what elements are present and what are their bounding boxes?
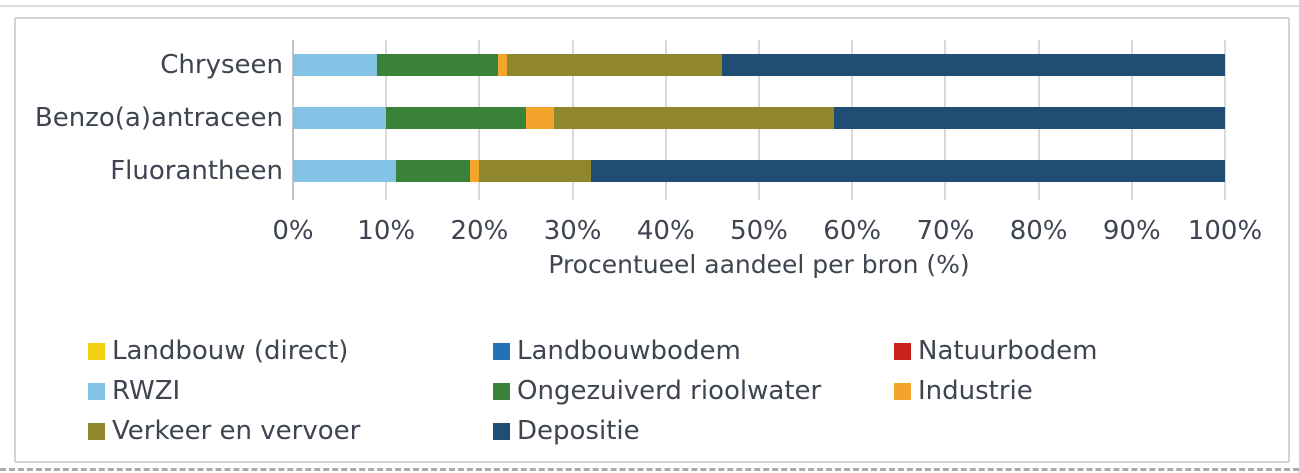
x-tick-label: 20% xyxy=(450,216,509,246)
legend-label: Landbouwbodem xyxy=(517,336,741,366)
legend-swatch xyxy=(88,423,105,440)
x-tick-label: 10% xyxy=(357,216,416,246)
legend-label: Industrie xyxy=(918,376,1033,406)
legend-item-ongezuiverd-rioolwater: Ongezuiverd rioolwater xyxy=(493,374,821,409)
legend-item-landbouw-direct: Landbouw (direct) xyxy=(88,334,348,369)
bar-segment-verkeer-en-vervoer xyxy=(507,54,722,76)
x-tick-label: 100% xyxy=(1187,216,1263,246)
bar-segment-depositie xyxy=(721,54,1225,76)
bar-segment-rwzi xyxy=(293,54,377,76)
top-divider-line xyxy=(0,5,1299,7)
legend-label: Depositie xyxy=(517,416,640,446)
bar-segment-ongezuiverd-rioolwater xyxy=(376,54,499,76)
legend-swatch xyxy=(894,383,911,400)
x-tick-label: 40% xyxy=(636,216,695,246)
legend-item-landbouwbodem: Landbouwbodem xyxy=(493,334,741,369)
legend-swatch xyxy=(493,343,510,360)
category-label: Chryseen xyxy=(160,50,283,80)
category-label: Benzo(a)antraceen xyxy=(34,103,283,133)
x-tick-label: 50% xyxy=(730,216,788,246)
chart-frame xyxy=(14,17,1290,463)
legend-label: Ongezuiverd rioolwater xyxy=(517,376,822,406)
bar-segment-industrie xyxy=(470,160,480,182)
legend-item-industrie: Industrie xyxy=(894,374,1033,409)
x-tick-label: 90% xyxy=(1102,216,1161,246)
legend-label: Natuurbodem xyxy=(918,336,1098,366)
legend-item-rwzi: RWZI xyxy=(88,374,180,409)
legend-item-verkeer-en-vervoer: Verkeer en vervoer xyxy=(88,414,360,449)
legend-label: RWZI xyxy=(112,376,181,406)
x-axis-title: Procentueel aandeel per bron (%) xyxy=(548,250,970,279)
x-tick-label: 60% xyxy=(823,216,882,246)
bar-segment-rwzi xyxy=(293,107,387,129)
legend-swatch xyxy=(493,383,510,400)
bottom-divider-line xyxy=(0,468,1299,471)
legend-swatch xyxy=(493,423,510,440)
x-tick-label: 80% xyxy=(1009,216,1068,246)
bar-segment-depositie xyxy=(833,107,1225,129)
x-tick-label: 30% xyxy=(543,216,602,246)
legend-label: Verkeer en vervoer xyxy=(112,416,361,446)
gridline xyxy=(1224,40,1226,200)
bar-segment-verkeer-en-vervoer xyxy=(553,107,834,129)
bar-segment-industrie xyxy=(498,54,508,76)
bar-segment-ongezuiverd-rioolwater xyxy=(395,160,471,182)
bar-segment-rwzi xyxy=(293,160,396,182)
legend-swatch xyxy=(88,343,105,360)
category-label: Fluorantheen xyxy=(110,156,283,186)
legend-swatch xyxy=(88,383,105,400)
bar-segment-ongezuiverd-rioolwater xyxy=(386,107,526,129)
bar-segment-depositie xyxy=(591,160,1225,182)
legend-item-natuurbodem: Natuurbodem xyxy=(894,334,1097,369)
legend-item-depositie: Depositie xyxy=(493,414,640,449)
bar-segment-verkeer-en-vervoer xyxy=(479,160,592,182)
bar-segment-industrie xyxy=(526,107,554,129)
legend-swatch xyxy=(894,343,911,360)
x-tick-label: 70% xyxy=(916,216,975,246)
legend-label: Landbouw (direct) xyxy=(112,336,349,366)
x-tick-label: 0% xyxy=(272,216,314,246)
